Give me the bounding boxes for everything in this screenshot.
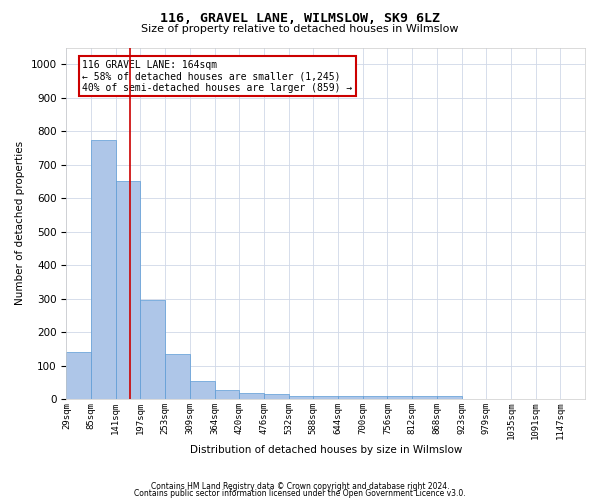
Bar <box>91 140 116 399</box>
Bar <box>313 396 338 399</box>
Text: Contains HM Land Registry data © Crown copyright and database right 2024.: Contains HM Land Registry data © Crown c… <box>151 482 449 491</box>
Bar <box>165 354 190 399</box>
Bar <box>215 390 239 399</box>
Y-axis label: Number of detached properties: Number of detached properties <box>15 141 25 306</box>
Text: 116, GRAVEL LANE, WILMSLOW, SK9 6LZ: 116, GRAVEL LANE, WILMSLOW, SK9 6LZ <box>160 12 440 26</box>
Bar <box>116 182 140 399</box>
Bar <box>264 394 289 399</box>
Bar <box>412 396 437 399</box>
Text: 116 GRAVEL LANE: 164sqm
← 58% of detached houses are smaller (1,245)
40% of semi: 116 GRAVEL LANE: 164sqm ← 58% of detache… <box>82 60 352 93</box>
Bar <box>437 396 461 399</box>
Bar <box>289 396 313 399</box>
X-axis label: Distribution of detached houses by size in Wilmslow: Distribution of detached houses by size … <box>190 445 462 455</box>
Text: Size of property relative to detached houses in Wilmslow: Size of property relative to detached ho… <box>141 24 459 34</box>
Bar <box>67 352 91 399</box>
Bar <box>338 396 363 399</box>
Text: Contains public sector information licensed under the Open Government Licence v3: Contains public sector information licen… <box>134 490 466 498</box>
Bar <box>388 396 412 399</box>
Bar <box>363 396 388 399</box>
Bar <box>190 380 215 399</box>
Bar <box>140 300 165 399</box>
Bar <box>239 393 264 399</box>
